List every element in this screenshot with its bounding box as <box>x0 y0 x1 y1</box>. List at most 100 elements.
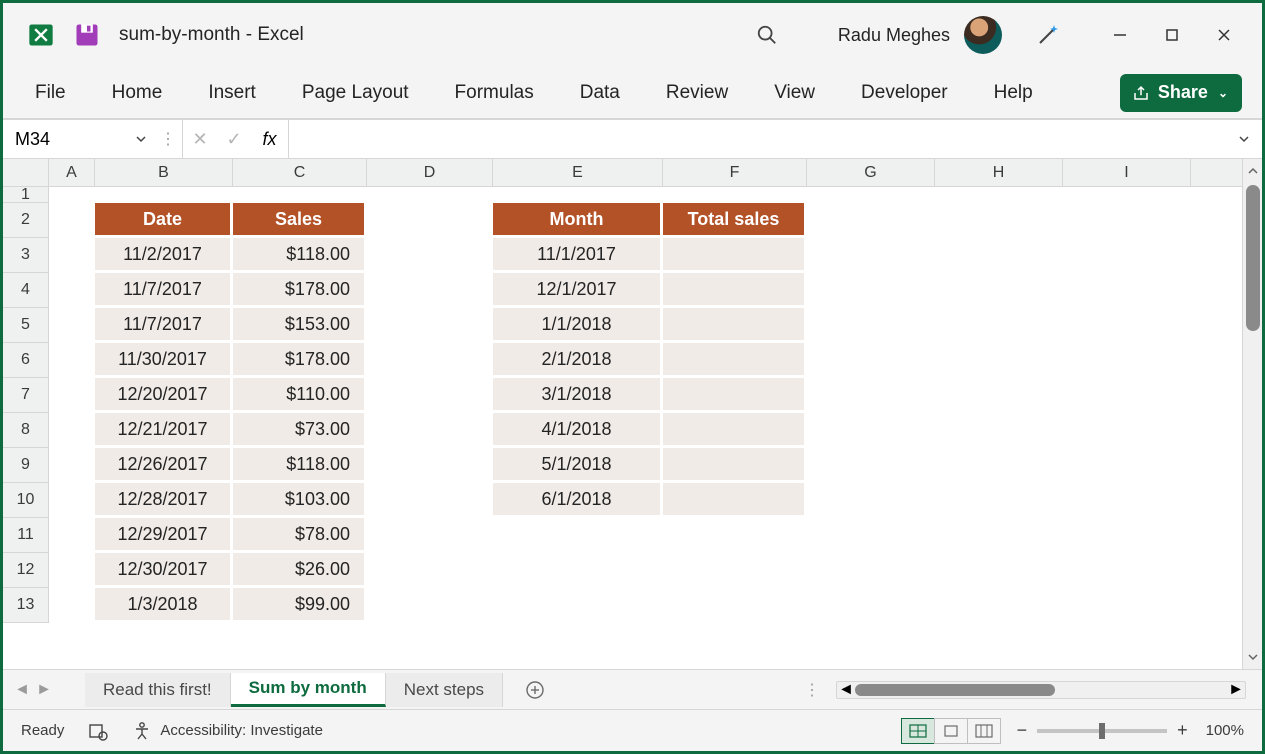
wand-icon[interactable] <box>1036 23 1060 47</box>
vertical-scroll-thumb[interactable] <box>1246 185 1260 331</box>
scroll-left-icon[interactable]: ◄ <box>837 682 855 698</box>
row-header-12[interactable]: 12 <box>3 553 49 588</box>
table1-sales-cell[interactable]: $99.00 <box>233 588 367 623</box>
row-header-9[interactable]: 9 <box>3 448 49 483</box>
tab-view[interactable]: View <box>774 74 815 112</box>
table2-header-total[interactable]: Total sales <box>663 203 807 238</box>
formula-input[interactable] <box>289 120 1226 158</box>
namebox-history-icon[interactable]: ⋮ <box>160 129 176 149</box>
tab-home[interactable]: Home <box>112 74 163 112</box>
save-icon[interactable] <box>73 21 101 49</box>
table2-total-cell[interactable] <box>663 273 807 308</box>
view-page-break-button[interactable] <box>967 718 1001 744</box>
vertical-scrollbar[interactable] <box>1242 159 1262 669</box>
row-header-6[interactable]: 6 <box>3 343 49 378</box>
scroll-down-icon[interactable] <box>1243 647 1262 667</box>
table1-sales-cell[interactable]: $110.00 <box>233 378 367 413</box>
table2-month-cell[interactable]: 5/1/2018 <box>493 448 663 483</box>
view-normal-button[interactable] <box>901 718 935 744</box>
tab-file[interactable]: File <box>35 74 66 112</box>
sheetbar-options-icon[interactable]: ⋮ <box>804 680 820 700</box>
sheet-nav-next[interactable]: ► <box>33 681 55 699</box>
col-header-E[interactable]: E <box>493 159 663 186</box>
table1-date-cell[interactable]: 11/7/2017 <box>95 308 233 343</box>
close-button[interactable] <box>1198 15 1250 55</box>
row-header-1[interactable]: 1 <box>3 187 49 203</box>
table1-date-cell[interactable]: 12/20/2017 <box>95 378 233 413</box>
col-header-I[interactable]: I <box>1063 159 1191 186</box>
table1-sales-cell[interactable]: $78.00 <box>233 518 367 553</box>
table2-month-cell[interactable]: 2/1/2018 <box>493 343 663 378</box>
sheet-tab-2[interactable]: Next steps <box>386 673 503 707</box>
name-box[interactable]: ⋮ <box>3 120 183 158</box>
table2-header-month[interactable]: Month <box>493 203 663 238</box>
zoom-slider-handle[interactable] <box>1099 723 1105 739</box>
sheet-tab-0[interactable]: Read this first! <box>85 673 231 707</box>
table1-sales-cell[interactable]: $178.00 <box>233 343 367 378</box>
row-header-4[interactable]: 4 <box>3 273 49 308</box>
tab-formulas[interactable]: Formulas <box>455 74 534 112</box>
col-header-B[interactable]: B <box>95 159 233 186</box>
avatar[interactable] <box>964 16 1002 54</box>
tab-insert[interactable]: Insert <box>208 74 256 112</box>
row-header-8[interactable]: 8 <box>3 413 49 448</box>
table1-header-sales[interactable]: Sales <box>233 203 367 238</box>
table1-sales-cell[interactable]: $118.00 <box>233 448 367 483</box>
table1-sales-cell[interactable]: $26.00 <box>233 553 367 588</box>
table1-date-cell[interactable]: 11/2/2017 <box>95 238 233 273</box>
table2-total-cell[interactable] <box>663 413 807 448</box>
table2-total-cell[interactable] <box>663 483 807 518</box>
new-sheet-button[interactable] <box>515 681 555 699</box>
tab-review[interactable]: Review <box>666 74 728 112</box>
user-name[interactable]: Radu Meghes <box>838 25 950 46</box>
table1-date-cell[interactable]: 12/28/2017 <box>95 483 233 518</box>
table1-date-cell[interactable]: 12/30/2017 <box>95 553 233 588</box>
scroll-up-icon[interactable] <box>1243 161 1262 181</box>
row-header-11[interactable]: 11 <box>3 518 49 553</box>
cells-area[interactable]: Date Sales Month Total sales 11/2/2017$1… <box>49 187 1242 623</box>
row-header-13[interactable]: 13 <box>3 588 49 623</box>
table1-date-cell[interactable]: 12/21/2017 <box>95 413 233 448</box>
table2-total-cell[interactable] <box>663 378 807 413</box>
tab-page-layout[interactable]: Page Layout <box>302 74 409 112</box>
sheet-nav-prev[interactable]: ◄ <box>11 681 33 699</box>
accessibility-status[interactable]: Accessibility: Investigate <box>132 721 323 741</box>
search-icon[interactable] <box>756 24 778 46</box>
table2-total-cell[interactable] <box>663 238 807 273</box>
sheet-tab-1[interactable]: Sum by month <box>231 673 386 707</box>
row-header-7[interactable]: 7 <box>3 378 49 413</box>
macro-record-icon[interactable] <box>88 721 108 741</box>
share-button[interactable]: Share ⌄ <box>1120 74 1242 112</box>
cancel-formula-button[interactable]: ✕ <box>183 120 217 158</box>
chevron-down-icon[interactable] <box>134 132 148 146</box>
table2-month-cell[interactable]: 6/1/2018 <box>493 483 663 518</box>
col-header-H[interactable]: H <box>935 159 1063 186</box>
table2-month-cell[interactable]: 4/1/2018 <box>493 413 663 448</box>
insert-function-button[interactable]: fx <box>251 120 289 158</box>
table1-sales-cell[interactable]: $178.00 <box>233 273 367 308</box>
horizontal-scroll-thumb[interactable] <box>855 684 1055 696</box>
scroll-right-icon[interactable]: ► <box>1227 682 1245 698</box>
table1-date-cell[interactable]: 11/30/2017 <box>95 343 233 378</box>
table2-total-cell[interactable] <box>663 308 807 343</box>
name-box-input[interactable] <box>15 129 115 150</box>
tab-developer[interactable]: Developer <box>861 74 948 112</box>
minimize-button[interactable] <box>1094 15 1146 55</box>
row-header-2[interactable]: 2 <box>3 203 49 238</box>
tab-help[interactable]: Help <box>994 74 1033 112</box>
table1-header-date[interactable]: Date <box>95 203 233 238</box>
table2-total-cell[interactable] <box>663 448 807 483</box>
table2-month-cell[interactable]: 1/1/2018 <box>493 308 663 343</box>
col-header-C[interactable]: C <box>233 159 367 186</box>
table1-sales-cell[interactable]: $103.00 <box>233 483 367 518</box>
tab-data[interactable]: Data <box>580 74 620 112</box>
table2-month-cell[interactable]: 11/1/2017 <box>493 238 663 273</box>
zoom-slider[interactable] <box>1037 729 1167 733</box>
table2-month-cell[interactable]: 12/1/2017 <box>493 273 663 308</box>
col-header-F[interactable]: F <box>663 159 807 186</box>
zoom-level[interactable]: 100% <box>1206 722 1244 739</box>
horizontal-scrollbar[interactable]: ◄ ► <box>836 681 1246 699</box>
col-header-G[interactable]: G <box>807 159 935 186</box>
maximize-button[interactable] <box>1146 15 1198 55</box>
view-page-layout-button[interactable] <box>934 718 968 744</box>
